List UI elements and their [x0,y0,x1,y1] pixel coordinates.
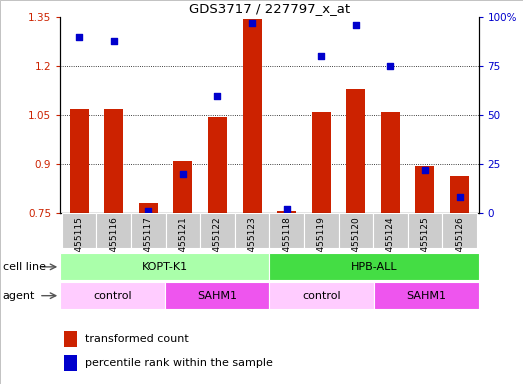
Point [213,93,222,99]
Text: percentile rank within the sample: percentile rank within the sample [85,358,273,368]
Point [421,167,429,173]
Text: GSM455126: GSM455126 [455,216,464,271]
Bar [208,117,227,213]
Text: GSM455125: GSM455125 [420,216,429,271]
Point [282,206,291,212]
Text: KOPT-K1: KOPT-K1 [142,262,188,272]
Text: cell line: cell line [3,262,46,272]
Text: GSM455116: GSM455116 [109,216,118,271]
Text: SAHM1: SAHM1 [197,291,237,301]
Point [109,38,118,44]
Bar [104,109,123,213]
Text: GSM455119: GSM455119 [317,216,326,271]
Bar [381,112,400,213]
Point [351,22,360,28]
Bar [407,213,442,248]
Text: control: control [302,291,341,301]
Bar [60,253,269,280]
Text: GSM455124: GSM455124 [386,216,395,270]
Point [144,208,153,214]
Bar [200,213,235,248]
Bar [64,331,77,347]
Bar [338,213,373,248]
Text: GSM455115: GSM455115 [75,216,84,271]
Text: GSM455117: GSM455117 [144,216,153,271]
Bar [70,109,89,213]
Bar [96,213,131,248]
Bar [139,204,158,213]
Text: GSM455122: GSM455122 [213,216,222,270]
Bar [442,213,477,248]
Point [248,20,256,26]
Bar [374,282,479,309]
Point [317,53,325,60]
Bar [373,213,407,248]
Bar [235,213,269,248]
Bar [269,213,304,248]
Text: GSM455118: GSM455118 [282,216,291,271]
Bar [277,212,296,213]
Text: HPB-ALL: HPB-ALL [350,262,397,272]
Text: GSM455121: GSM455121 [178,216,187,271]
Point [386,63,394,70]
Title: GDS3717 / 227797_x_at: GDS3717 / 227797_x_at [189,2,350,15]
Text: SAHM1: SAHM1 [406,291,446,301]
Bar [165,282,269,309]
Text: agent: agent [3,291,35,301]
Bar [62,213,96,248]
Text: transformed count: transformed count [85,334,189,344]
Bar [304,213,338,248]
Bar [60,282,165,309]
Bar [269,253,479,280]
Bar [243,19,262,213]
Bar [174,161,192,213]
Text: control: control [93,291,132,301]
Bar [269,282,374,309]
Point [179,171,187,177]
Bar [346,89,365,213]
Text: GSM455120: GSM455120 [351,216,360,271]
Bar [415,166,435,213]
Bar [450,175,469,213]
Text: GSM455123: GSM455123 [247,216,257,271]
Bar [64,355,77,371]
Bar [166,213,200,248]
Point [456,194,464,200]
Point [75,34,83,40]
Bar [131,213,166,248]
Bar [312,112,331,213]
